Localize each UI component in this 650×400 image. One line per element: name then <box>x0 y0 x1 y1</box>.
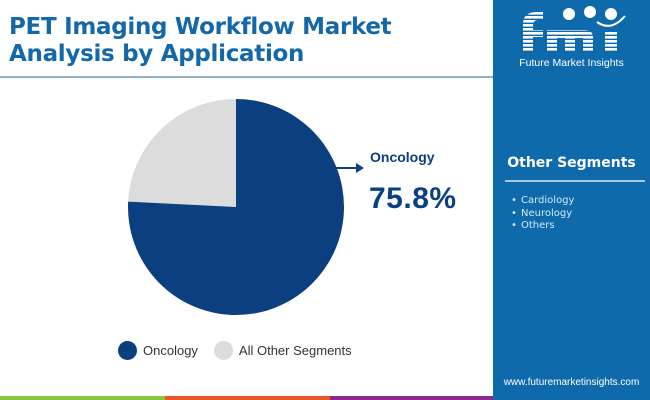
logo-letter-f <box>523 12 543 52</box>
globe-icon <box>563 8 575 20</box>
page-title: PET Imaging Workflow Market Analysis by … <box>9 14 392 67</box>
legend-item-oncology[interactable]: Oncology <box>118 341 198 360</box>
callout-arrow-head <box>356 163 364 173</box>
side-panel: Future Market Insights Other Segments • C… <box>493 0 650 400</box>
callout-value: 75.8% <box>369 182 457 215</box>
pie-slice-other <box>128 99 236 207</box>
logo-letter-i <box>605 32 617 52</box>
logo-letter-m <box>547 30 593 52</box>
globe-icon <box>605 8 617 20</box>
logo-tagline: Future Market Insights <box>519 57 624 69</box>
other-segments-divider <box>505 180 645 182</box>
globe-icon <box>584 6 596 18</box>
legend-swatch-other <box>213 341 233 360</box>
list-item: • Cardiology <box>511 195 575 206</box>
legend-item-other[interactable]: All Other Segments <box>213 341 352 360</box>
fmi-logo <box>523 6 626 52</box>
legend-label: All Other Segments <box>238 343 352 358</box>
legend-swatch-oncology <box>118 341 137 360</box>
other-segments-list: • Cardiology • Neurology • Others <box>511 195 574 233</box>
list-item: • Neurology <box>511 207 573 219</box>
footer-bar-orange <box>165 396 330 400</box>
pie-chart <box>128 99 364 315</box>
other-segments-title: Other Segments <box>507 155 636 171</box>
website-link[interactable]: www.futuremarketinsights.com <box>503 377 640 388</box>
legend-label: Oncology <box>143 343 198 358</box>
chart-legend: Oncology All Other Segments <box>118 341 368 360</box>
footer-bar-purple <box>330 396 493 400</box>
list-item: • Others <box>511 220 555 231</box>
title-divider <box>0 76 493 78</box>
pie-slice-oncology <box>128 99 344 315</box>
footer-bar-green <box>0 396 165 400</box>
callout-label: Oncology <box>370 149 435 165</box>
